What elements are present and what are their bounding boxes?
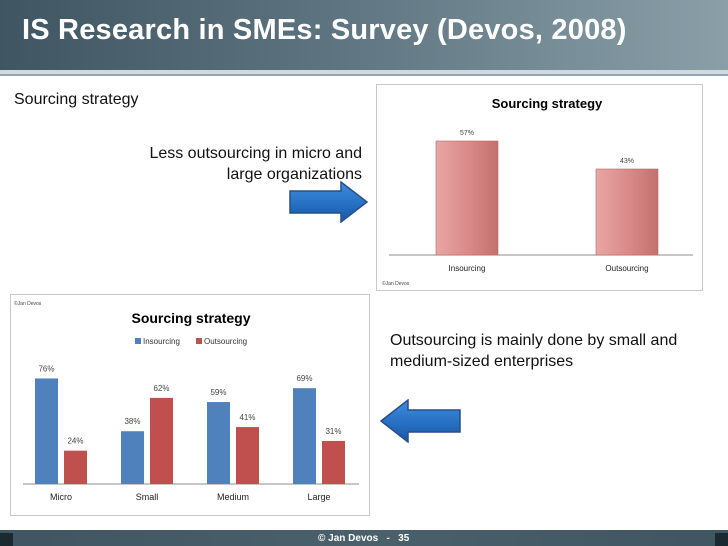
chart1-bar-insourcing: [435, 140, 499, 256]
header-divider-accent: [0, 74, 728, 76]
chart1-credit: ©Jan Devos: [382, 280, 410, 287]
arrow-left-icon: [380, 399, 461, 443]
chart2-title: Sourcing strategy: [131, 310, 250, 326]
chart2-bar-small-outsourcing: [150, 397, 173, 484]
chart-panel-overall: Sourcing strategy ©Jan Devos 57% Insourci…: [376, 84, 703, 291]
chart2-value-label: 76%: [38, 364, 54, 373]
chart2-bar-micro-outsourcing: [64, 450, 87, 484]
chart-overall-sourcing: Sourcing strategy ©Jan Devos 57% Insourci…: [382, 96, 693, 287]
chart2-category-label: Micro: [50, 492, 72, 502]
chart1-value-label: 57%: [460, 130, 474, 137]
header-divider: [0, 70, 728, 74]
slide-subtitle: Sourcing strategy: [14, 91, 139, 108]
chart2-category-label: Small: [136, 492, 159, 502]
chart2-category-label: Large: [307, 492, 330, 502]
chart2-bar-large-outsourcing: [322, 440, 345, 484]
chart1-title: Sourcing strategy: [492, 96, 603, 111]
chart2-value-label: 69%: [296, 374, 312, 383]
chart2-category-label: Medium: [217, 492, 249, 502]
chart2-value-label: 31%: [325, 427, 341, 436]
chart1-category-label: Outsourcing: [605, 264, 648, 273]
arrow-right-icon: [289, 181, 369, 223]
chart2-credit: ©Jan Devos: [14, 300, 42, 307]
legend-label-insourcing: Insourcing: [143, 337, 180, 346]
chart1-value-label: 43%: [620, 158, 634, 165]
chart-panel-by-size: Sourcing strategy ©Jan Devos Insourcing …: [10, 294, 370, 516]
slide-footer: [0, 530, 728, 546]
chart2-bar-medium-outsourcing: [236, 427, 259, 484]
note-top: Less outsourcing in micro and large orga…: [149, 145, 362, 183]
slide-header: IS Research in SMEs: Survey (Devos, 2008…: [0, 0, 728, 70]
chart2-value-label: 38%: [124, 417, 140, 426]
note-bottom: Outsourcing is mainly done by small and …: [390, 332, 678, 370]
chart2-value-label: 24%: [67, 437, 83, 446]
chart2-value-label: 41%: [239, 413, 255, 422]
chart1-bar-outsourcing: [595, 168, 659, 256]
chart2-bar-small-insourcing: [121, 431, 144, 484]
slide-title: IS Research in SMEs: Survey (Devos, 2008…: [22, 14, 627, 46]
chart2-bar-large-insourcing: [293, 388, 316, 484]
chart-by-size-sourcing: Sourcing strategy ©Jan Devos Insourcing …: [14, 300, 359, 502]
legend-swatch-outsourcing: [196, 338, 202, 344]
footer-corner-left: [0, 533, 13, 546]
chart2-value-label: 59%: [210, 388, 226, 397]
chart2-value-label: 62%: [153, 384, 169, 393]
chart2-bar-micro-insourcing: [35, 378, 58, 484]
legend-swatch-insourcing: [135, 338, 141, 344]
footer-corner-right: [715, 533, 728, 546]
legend-label-outsourcing: Outsourcing: [204, 337, 247, 346]
chart2-bar-medium-insourcing: [207, 402, 230, 484]
chart1-category-label: Insourcing: [449, 264, 486, 273]
footer-text: © Jan Devos - 35: [318, 533, 410, 544]
